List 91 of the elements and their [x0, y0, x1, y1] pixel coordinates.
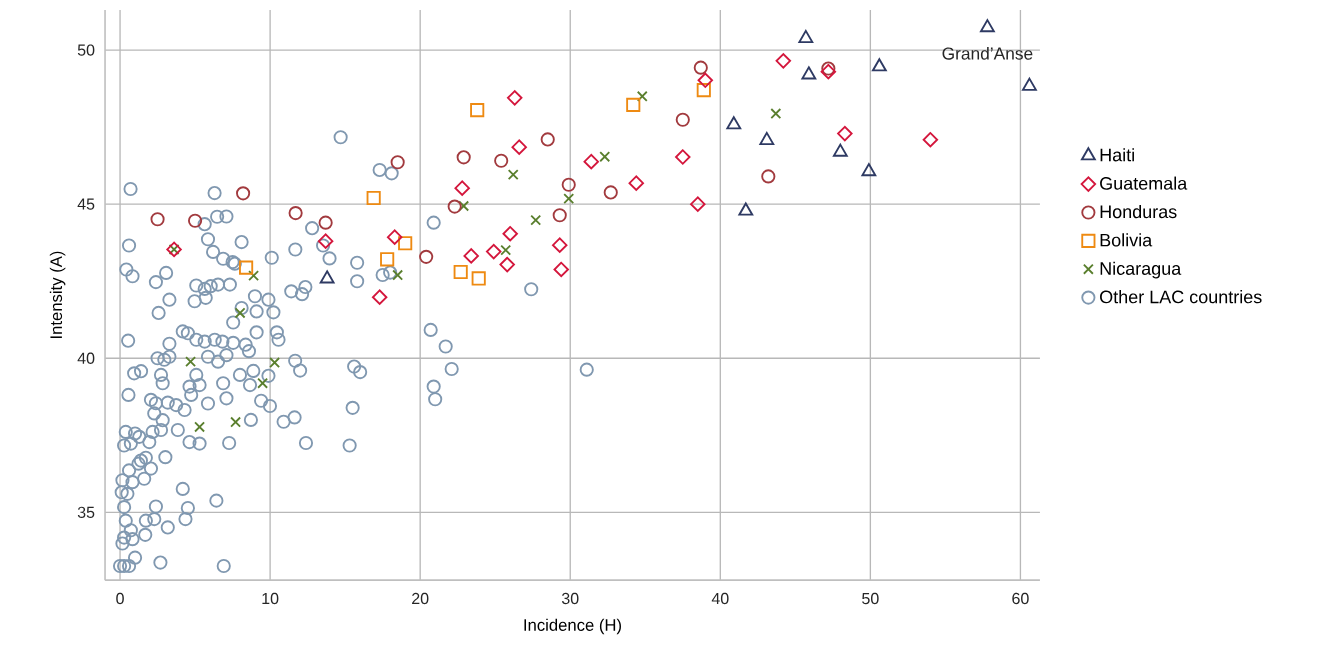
- point: [454, 180, 470, 196]
- point: [871, 58, 887, 72]
- point: [506, 90, 523, 106]
- point: [288, 205, 303, 221]
- point: [775, 53, 792, 69]
- point: [540, 132, 555, 147]
- point: [500, 244, 512, 256]
- legend-label: Honduras: [1100, 204, 1177, 219]
- point: [318, 215, 333, 230]
- point: [239, 260, 254, 275]
- point: [980, 19, 995, 33]
- point: [366, 190, 381, 205]
- point: [390, 155, 405, 170]
- point: [248, 270, 260, 282]
- point: [821, 61, 836, 76]
- point: [485, 243, 502, 260]
- point: [552, 237, 568, 253]
- point: [530, 214, 542, 226]
- point: [675, 149, 691, 165]
- x-tick-label: 60: [1012, 592, 1029, 605]
- point: [599, 151, 611, 163]
- point: [628, 175, 644, 191]
- point: [563, 193, 575, 204]
- point: [230, 416, 242, 428]
- point: [150, 212, 165, 227]
- point: [738, 202, 754, 216]
- y-axis-title: Intensity (A): [49, 251, 66, 338]
- point: [188, 213, 203, 228]
- point: [801, 66, 817, 80]
- point: [770, 108, 782, 119]
- x-axis-title: Incidence (H): [524, 618, 621, 635]
- legend-label: Bolivia: [1100, 233, 1153, 247]
- x-tick-label: 10: [262, 592, 279, 605]
- point: [553, 261, 569, 278]
- point: [453, 264, 468, 279]
- point: [697, 72, 714, 88]
- x-tick-label: 40: [711, 592, 729, 605]
- point: [380, 252, 395, 267]
- point: [1022, 77, 1037, 91]
- y-tick-label: 45: [77, 198, 95, 210]
- point: [494, 153, 509, 168]
- point: [185, 356, 197, 368]
- point: [319, 270, 335, 284]
- legend-label: Nicaragua: [1100, 261, 1182, 279]
- point: [696, 82, 711, 98]
- point: [798, 29, 814, 43]
- point: [922, 131, 939, 148]
- point: [603, 185, 618, 200]
- point: [502, 225, 518, 242]
- point: [561, 177, 576, 192]
- point: [761, 169, 776, 184]
- y-tick-label: 35: [77, 506, 95, 518]
- point: [236, 186, 251, 201]
- point: [386, 229, 403, 245]
- point: [458, 200, 470, 212]
- point: [759, 131, 775, 145]
- point: [471, 271, 486, 286]
- point: [693, 60, 708, 75]
- point: [371, 289, 388, 305]
- legend-label: Haiti: [1100, 148, 1134, 162]
- point: [583, 153, 599, 170]
- y-tick-label: 50: [77, 44, 95, 56]
- point: [636, 90, 648, 102]
- point: [456, 150, 471, 165]
- point: [837, 125, 853, 142]
- point: [552, 208, 567, 223]
- point: [690, 196, 706, 212]
- point: [470, 103, 485, 118]
- point: [861, 163, 877, 177]
- point: [447, 199, 462, 214]
- point: [626, 97, 641, 112]
- point: [463, 248, 479, 264]
- point: [511, 139, 527, 155]
- y-tick-label: 40: [77, 352, 95, 364]
- x-tick-label: 30: [561, 592, 579, 605]
- x-tick-label: 50: [862, 592, 879, 605]
- point: [499, 256, 515, 273]
- point: [507, 169, 519, 180]
- point: [726, 116, 742, 130]
- legend-label: Other LAC countries: [1100, 290, 1262, 304]
- annotation: Grand’Anse: [942, 46, 1033, 60]
- point: [820, 63, 837, 80]
- point: [419, 249, 434, 264]
- point: [398, 236, 413, 251]
- point: [194, 421, 206, 433]
- legend-label: Guatemala: [1100, 176, 1188, 190]
- point: [675, 112, 690, 127]
- x-tick-label: 0: [116, 592, 124, 605]
- x-tick-label: 20: [412, 592, 429, 605]
- point: [832, 143, 848, 157]
- point: [269, 357, 281, 368]
